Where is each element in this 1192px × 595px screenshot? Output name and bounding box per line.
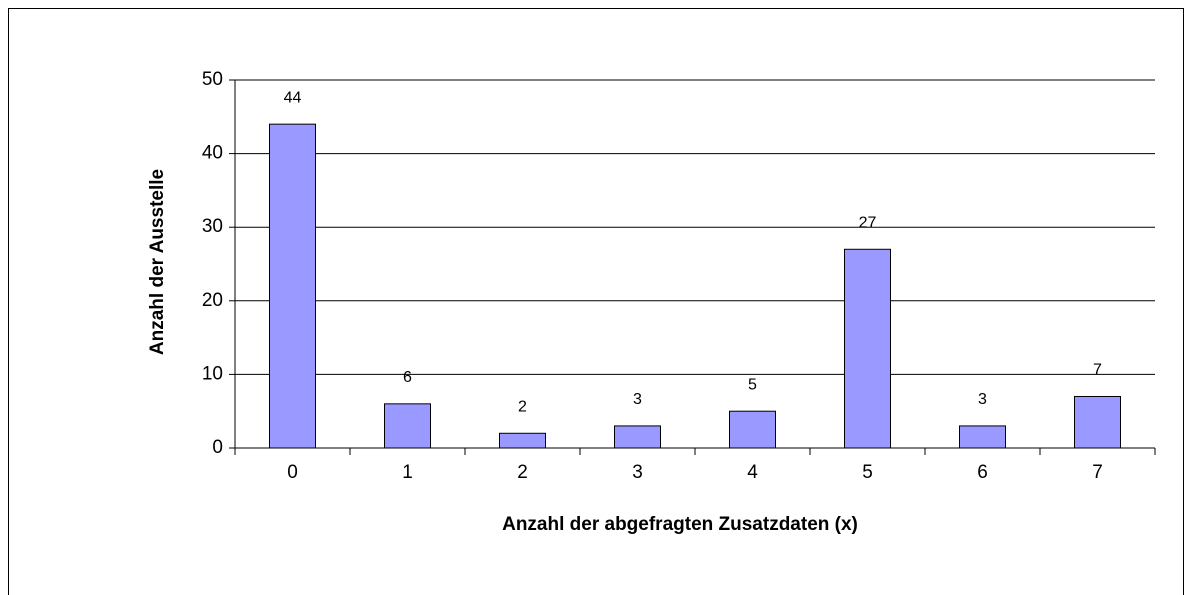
y-tick-label: 30 bbox=[202, 216, 223, 237]
chart-border bbox=[8, 8, 1184, 595]
x-tick-label: 5 bbox=[862, 462, 873, 483]
value-label: 5 bbox=[748, 376, 757, 393]
x-tick-label: 3 bbox=[632, 462, 643, 483]
value-label: 27 bbox=[859, 214, 877, 231]
bar bbox=[959, 425, 1006, 449]
y-tick-label: 40 bbox=[202, 143, 223, 164]
x-tick-label: 2 bbox=[517, 462, 528, 483]
value-label: 44 bbox=[284, 89, 302, 106]
bar bbox=[384, 403, 431, 449]
value-label: 3 bbox=[633, 391, 642, 408]
value-label: 6 bbox=[403, 369, 412, 386]
value-label: 7 bbox=[1093, 362, 1102, 379]
x-tick-label: 4 bbox=[747, 462, 758, 483]
y-tick-label: 10 bbox=[202, 363, 223, 384]
value-label: 3 bbox=[978, 391, 987, 408]
bar bbox=[844, 248, 891, 449]
bar bbox=[614, 425, 661, 449]
x-axis-title: Anzahl der abgefragten Zusatzdaten (x) bbox=[502, 514, 858, 535]
bar bbox=[499, 432, 546, 449]
bar bbox=[1074, 395, 1121, 449]
x-tick-label: 6 bbox=[977, 462, 988, 483]
x-tick-label: 0 bbox=[287, 462, 298, 483]
y-tick-label: 20 bbox=[202, 290, 223, 311]
value-label: 2 bbox=[518, 398, 527, 415]
y-tick-label: 50 bbox=[202, 69, 223, 90]
x-tick-label: 1 bbox=[402, 462, 413, 483]
bar bbox=[269, 123, 316, 449]
x-tick-label: 7 bbox=[1092, 462, 1103, 483]
y-axis-title: Anzahl der Ausstelle bbox=[147, 169, 168, 355]
y-tick-label: 0 bbox=[212, 437, 223, 458]
bar bbox=[729, 410, 776, 449]
